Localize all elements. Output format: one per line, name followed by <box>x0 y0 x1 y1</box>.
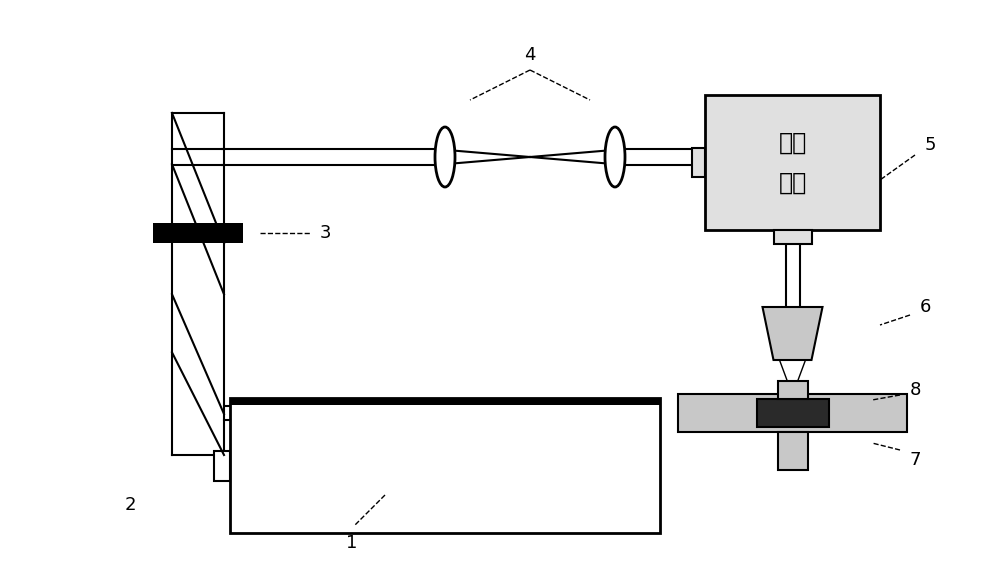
Ellipse shape <box>605 127 625 187</box>
Text: 2: 2 <box>124 496 136 514</box>
Text: 激光: 激光 <box>778 130 807 154</box>
Bar <box>230 398 660 405</box>
Text: 1: 1 <box>346 534 358 552</box>
Text: 3: 3 <box>319 224 331 242</box>
Polygon shape <box>780 360 806 395</box>
Polygon shape <box>763 307 822 360</box>
Text: 振镖: 振镖 <box>778 170 807 194</box>
Text: 8: 8 <box>909 381 921 399</box>
Bar <box>692 149 705 177</box>
Text: 7: 7 <box>909 451 921 469</box>
Bar <box>230 398 660 533</box>
Ellipse shape <box>440 127 450 187</box>
Bar <box>757 399 828 427</box>
Bar <box>778 432 808 470</box>
Text: 5: 5 <box>924 136 936 154</box>
Bar <box>774 230 812 244</box>
Ellipse shape <box>610 127 620 187</box>
Bar <box>705 95 880 230</box>
Bar <box>678 394 907 432</box>
Bar <box>153 223 243 243</box>
Text: 6: 6 <box>919 298 931 316</box>
Bar <box>778 381 808 399</box>
Text: 4: 4 <box>524 46 536 64</box>
Bar <box>214 450 230 480</box>
Ellipse shape <box>435 127 455 187</box>
